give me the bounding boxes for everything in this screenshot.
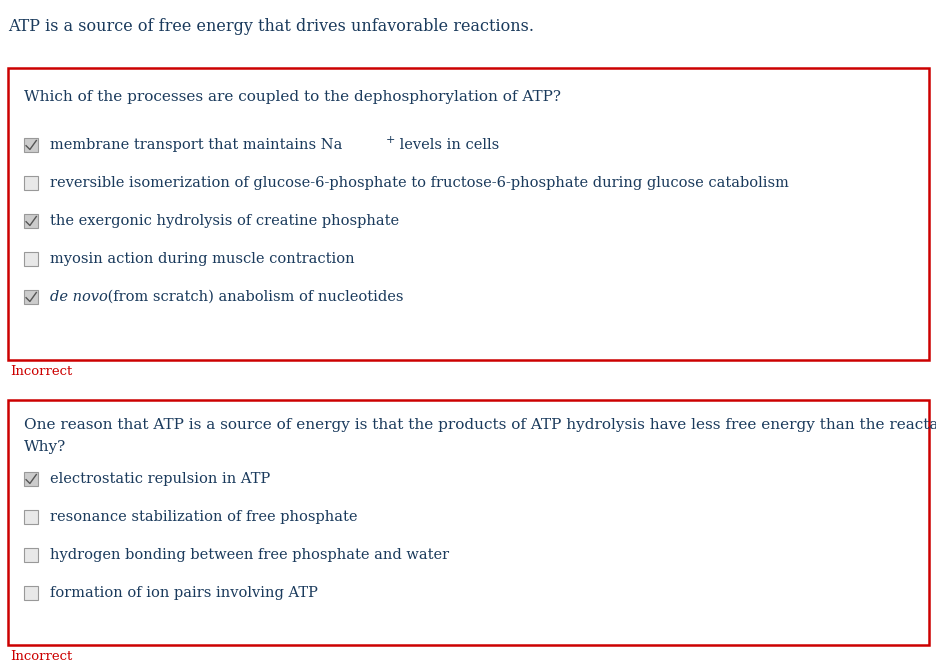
Text: ATP is a source of free energy that drives unfavorable reactions.: ATP is a source of free energy that driv…: [8, 18, 534, 35]
Text: membrane transport that maintains Na: membrane transport that maintains Na: [50, 138, 342, 152]
Bar: [24, 510, 38, 524]
Text: Which of the processes are coupled to the dephosphorylation of ATP?: Which of the processes are coupled to th…: [24, 90, 561, 104]
Text: Why?: Why?: [24, 440, 66, 454]
Text: (from scratch) anabolism of nucleotides: (from scratch) anabolism of nucleotides: [103, 290, 403, 304]
Text: reversible isomerization of glucose-6-phosphate to fructose-6-phosphate during g: reversible isomerization of glucose-6-ph…: [50, 176, 788, 190]
Bar: [24, 176, 38, 190]
Bar: [24, 138, 38, 152]
Text: levels in cells: levels in cells: [395, 138, 499, 152]
Text: electrostatic repulsion in ATP: electrostatic repulsion in ATP: [50, 472, 270, 486]
Bar: [24, 290, 38, 304]
Bar: [24, 586, 38, 600]
Bar: [8, 68, 928, 360]
Text: hydrogen bonding between free phosphate and water: hydrogen bonding between free phosphate …: [50, 548, 448, 562]
Text: resonance stabilization of free phosphate: resonance stabilization of free phosphat…: [50, 510, 358, 524]
Bar: [24, 214, 38, 228]
Text: Incorrect: Incorrect: [10, 365, 72, 378]
Text: Incorrect: Incorrect: [10, 650, 72, 663]
Text: formation of ion pairs involving ATP: formation of ion pairs involving ATP: [50, 586, 317, 600]
Bar: [8, 400, 928, 645]
Text: myosin action during muscle contraction: myosin action during muscle contraction: [50, 252, 354, 266]
Text: the exergonic hydrolysis of creatine phosphate: the exergonic hydrolysis of creatine pho…: [50, 214, 399, 228]
Text: +: +: [386, 135, 395, 145]
Bar: [24, 548, 38, 562]
Text: One reason that ATP is a source of energy is that the products of ATP hydrolysis: One reason that ATP is a source of energ…: [24, 418, 936, 432]
Text: de novo: de novo: [50, 290, 108, 304]
Bar: [24, 472, 38, 486]
Bar: [24, 252, 38, 266]
